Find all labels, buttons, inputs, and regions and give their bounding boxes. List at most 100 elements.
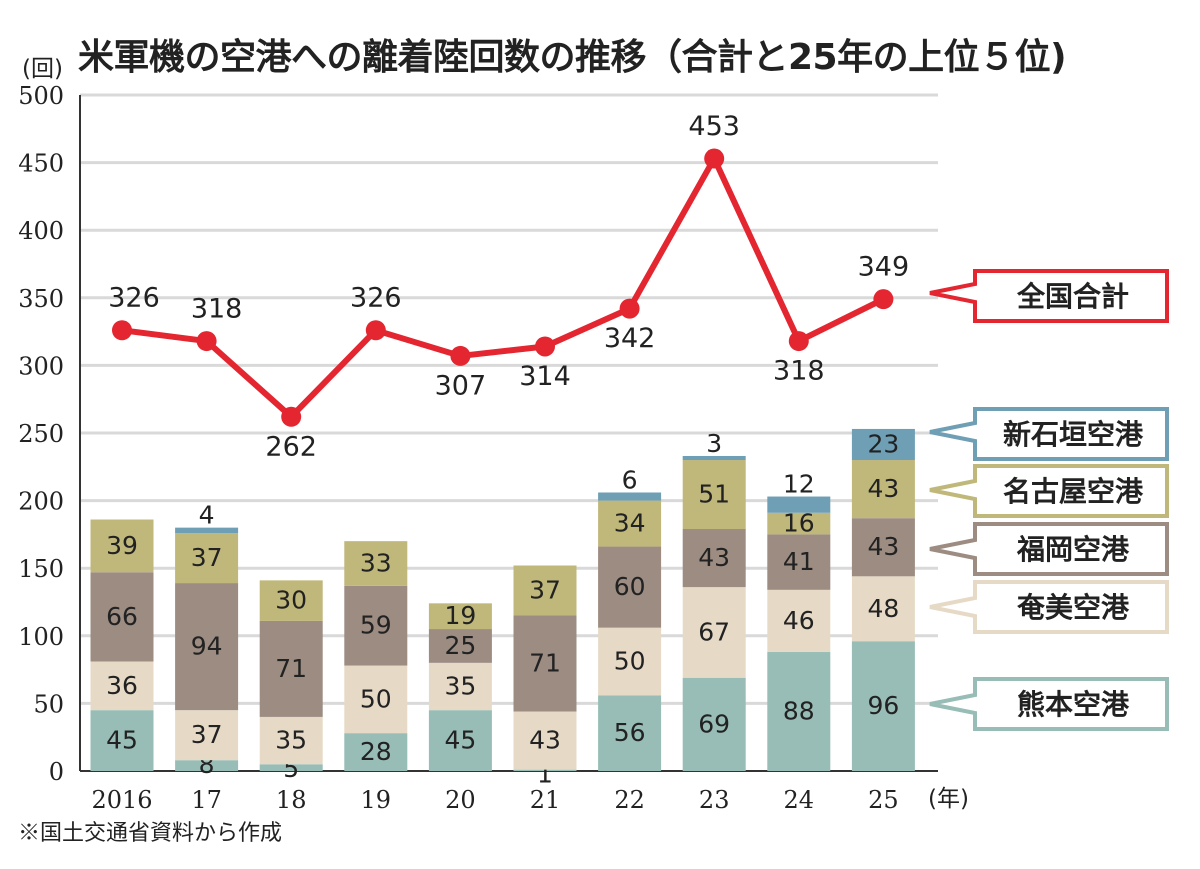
- total-point: [365, 320, 386, 341]
- y-tick-label: 50: [33, 690, 64, 718]
- bar-value-label: 60: [614, 572, 646, 601]
- bar-segment: [682, 587, 746, 678]
- bar-value-label: 4: [199, 501, 215, 530]
- bar-segment: [767, 512, 831, 535]
- legend-label: 名古屋空港: [1003, 475, 1144, 508]
- x-tick-label: 17: [191, 786, 222, 814]
- total-line: [121, 155, 885, 420]
- bar-segment: [851, 428, 915, 461]
- bar-segment: [598, 695, 662, 771]
- y-tick-label: 300: [18, 352, 64, 380]
- bar-segment: [344, 665, 408, 734]
- bar-segment: [90, 661, 154, 711]
- bar-segment: [682, 460, 746, 529]
- bar-segment: [682, 455, 746, 461]
- legend-callout: [929, 407, 1169, 461]
- bar-segment: [259, 716, 323, 765]
- bar-value-label: 69: [698, 709, 730, 738]
- bar-value-label: 39: [106, 531, 138, 560]
- bar-segment: [175, 527, 239, 534]
- bar-value-label: 28: [360, 737, 392, 766]
- bar-value-label: 43: [529, 726, 561, 755]
- bar-value-label: 94: [191, 632, 223, 661]
- x-tick-label: 22: [614, 786, 645, 814]
- legend-callout: [929, 677, 1169, 731]
- bar-segment: [428, 710, 492, 771]
- bar-segment: [851, 576, 915, 642]
- bar-value-label: 43: [867, 474, 899, 503]
- x-tick-label: 18: [276, 786, 307, 814]
- bar-segment: [175, 710, 239, 761]
- chart-title: 米軍機の空港への離着陸回数の推移（合計と25年の上位５位): [78, 37, 1067, 78]
- bar-value-label: 33: [360, 548, 392, 577]
- total-point: [873, 289, 894, 310]
- bar-segment: [175, 533, 239, 584]
- y-tick-label: 250: [18, 420, 64, 448]
- bar-segment: [767, 534, 831, 590]
- x-tick-label: 19: [361, 786, 392, 814]
- bar-value-label: 59: [360, 611, 392, 640]
- y-tick-label: 0: [49, 758, 64, 786]
- bar-value-label: 67: [698, 617, 730, 646]
- bar-segment: [90, 710, 154, 771]
- legend-label: 新石垣空港: [1003, 418, 1144, 451]
- bar-segment: [851, 518, 915, 577]
- legend-callout: [929, 269, 1169, 323]
- bar-value-label: 35: [275, 726, 307, 755]
- total-value-label: 262: [265, 431, 317, 462]
- bar-segment: [428, 603, 492, 630]
- bar-segment: [175, 760, 239, 771]
- legend-label: 熊本空港: [1017, 688, 1130, 721]
- total-point: [450, 345, 471, 366]
- bar-segment: [344, 733, 408, 771]
- bar-value-label: 12: [783, 470, 815, 499]
- bar-value-label: 43: [867, 532, 899, 561]
- legend-label: 全国合計: [1016, 280, 1129, 313]
- bar-value-label: 45: [106, 726, 138, 755]
- bar-value-label: 19: [444, 601, 476, 630]
- bar-value-label: 51: [698, 480, 730, 509]
- y-tick-label: 500: [18, 82, 64, 110]
- bar-segment: [767, 589, 831, 653]
- bar-value-label: 34: [614, 509, 646, 538]
- total-value-label: 314: [519, 361, 571, 392]
- total-value-label: 318: [773, 356, 825, 387]
- bar-segment: [259, 580, 323, 621]
- y-tick-label: 400: [18, 217, 64, 245]
- y-axis-unit: (回): [22, 56, 63, 82]
- total-value-label: 349: [858, 252, 910, 283]
- total-value-label: 307: [435, 370, 487, 401]
- bar-segment: [598, 492, 662, 501]
- bar-segment: [513, 565, 577, 616]
- legend-callout: [929, 580, 1169, 634]
- bar-segment: [682, 677, 746, 771]
- bar-value-label: 37: [191, 543, 223, 572]
- bar-value-label: 25: [444, 631, 476, 660]
- total-value-label: 326: [350, 283, 402, 314]
- bar-value-label: 50: [614, 646, 646, 675]
- bar-segment: [90, 572, 154, 662]
- bar-segment: [598, 627, 662, 696]
- x-tick-label: 24: [784, 786, 815, 814]
- bar-segment: [851, 641, 915, 771]
- bar-segment: [598, 546, 662, 628]
- bar-value-label: 45: [444, 726, 476, 755]
- bar-value-label: 56: [614, 718, 646, 747]
- legend-callout: [929, 522, 1169, 576]
- y-tick-label: 150: [18, 555, 64, 583]
- x-tick-label: 2016: [91, 786, 152, 814]
- bar-segment: [175, 583, 239, 711]
- total-value-label: 318: [191, 294, 243, 325]
- bar-value-label: 35: [444, 672, 476, 701]
- bar-value-label: 71: [529, 649, 561, 678]
- y-tick-label: 350: [18, 285, 64, 313]
- total-point: [619, 298, 640, 319]
- bar-value-label: 37: [529, 576, 561, 605]
- bar-value-label: 6: [622, 465, 638, 494]
- bar-value-label: 3: [706, 429, 722, 458]
- x-tick-label: 20: [445, 786, 476, 814]
- total-value-label: 326: [108, 283, 160, 314]
- source-note: ※国土交通省資料から作成: [18, 821, 283, 846]
- x-tick-label: 25: [868, 786, 899, 814]
